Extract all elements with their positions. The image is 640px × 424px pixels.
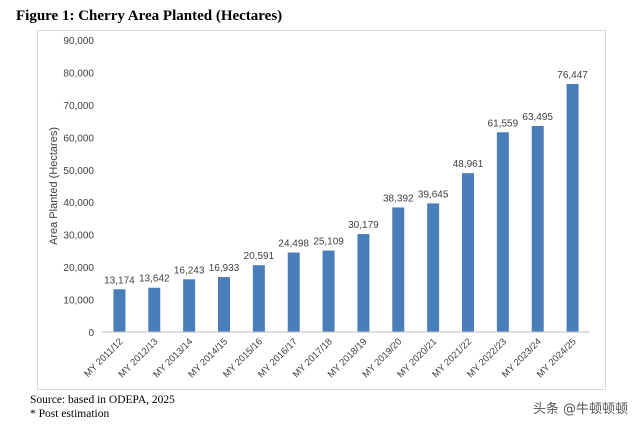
bar xyxy=(357,234,370,332)
bar-value-label: 13,642 xyxy=(139,274,170,285)
bar-value-label: 63,495 xyxy=(522,112,553,123)
y-axis: 0 10,000 20,000 30,000 40,000 50,000 60,000 70,… xyxy=(63,36,94,339)
bar xyxy=(322,250,335,332)
bar-value-label: 25,109 xyxy=(313,237,344,248)
bar xyxy=(566,83,579,332)
chart-frame xyxy=(37,30,606,390)
bar-value-label: 16,243 xyxy=(174,265,205,276)
y-tick-label: 60,000 xyxy=(63,133,94,144)
bar xyxy=(496,132,509,332)
watermark: 头条 @牛顿顿顿 xyxy=(532,402,628,417)
y-tick-label: 90,000 xyxy=(63,36,94,47)
bar xyxy=(113,289,126,332)
bar-value-label: 16,933 xyxy=(209,263,240,274)
bar xyxy=(218,277,230,332)
bar-value-label: 48,961 xyxy=(453,159,484,170)
y-tick-label: 0 xyxy=(88,328,94,339)
y-tick-label: 20,000 xyxy=(63,263,94,274)
bar-value-label: 61,559 xyxy=(488,118,519,129)
bar xyxy=(148,287,161,332)
y-tick-label: 10,000 xyxy=(63,296,94,307)
bar xyxy=(462,173,474,332)
bar-value-label: 20,591 xyxy=(244,251,275,262)
bar xyxy=(252,265,265,332)
bar-value-label: 38,392 xyxy=(383,193,414,204)
bar xyxy=(392,207,405,332)
post-estimation-note: * Post estimation xyxy=(30,408,110,420)
bar-value-label: 24,498 xyxy=(278,239,309,250)
bar xyxy=(531,125,544,332)
y-axis-title: Area Planted (Hectares) xyxy=(48,127,60,245)
y-tick-label: 50,000 xyxy=(63,166,94,177)
y-tick-label: 70,000 xyxy=(63,101,94,112)
bar-value-label: 30,179 xyxy=(348,220,379,231)
bar-value-label: 39,645 xyxy=(418,189,449,200)
bar xyxy=(183,279,196,332)
bar-value-label: 76,447 xyxy=(557,70,588,81)
bars xyxy=(113,83,579,332)
bar-value-label: 13,174 xyxy=(104,275,135,286)
figure-title: Figure 1: Cherry Area Planted (Hectares) xyxy=(16,8,283,24)
bar xyxy=(287,252,300,332)
source-note: Source: based in ODEPA, 2025 xyxy=(30,394,175,406)
y-tick-label: 80,000 xyxy=(63,68,94,79)
y-tick-label: 30,000 xyxy=(63,231,94,242)
y-tick-label: 40,000 xyxy=(63,198,94,209)
bar xyxy=(427,203,440,332)
